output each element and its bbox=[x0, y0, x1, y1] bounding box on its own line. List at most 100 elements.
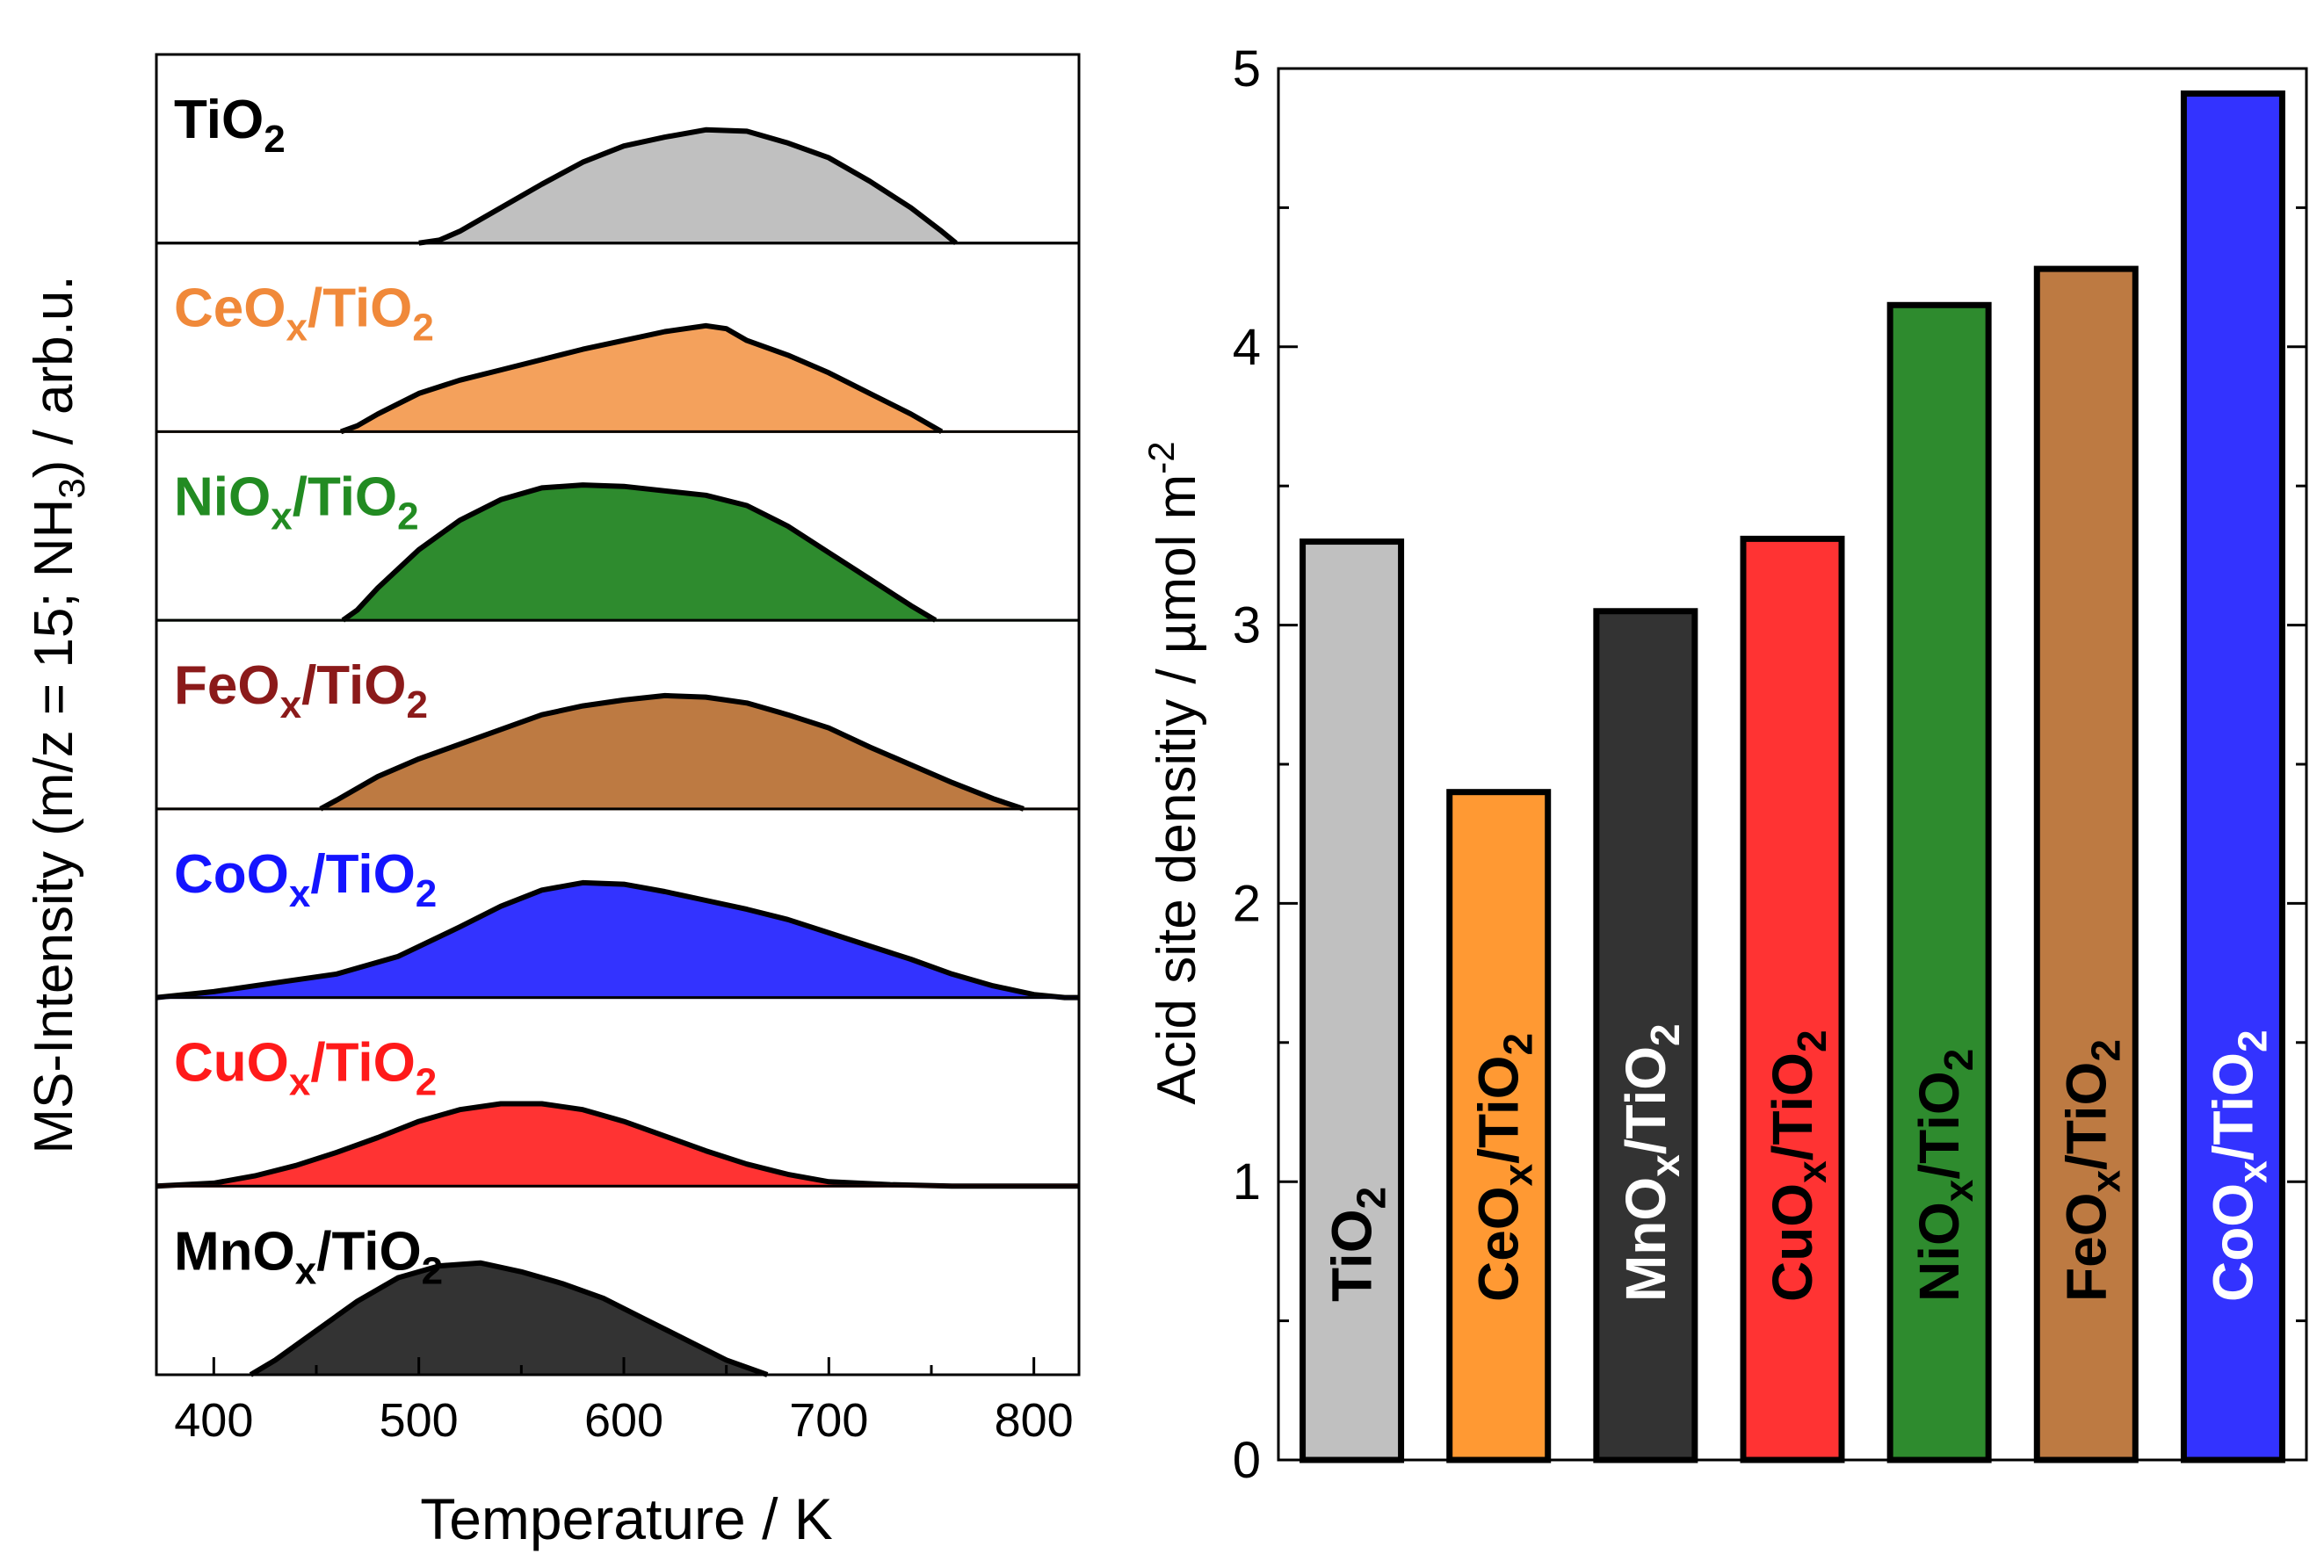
label-main: CuO bbox=[174, 1033, 289, 1094]
panel-label: NiOx/TiO2 bbox=[174, 466, 419, 538]
ylabel-part: ) / arb.u. bbox=[24, 275, 84, 478]
label-sub: x bbox=[289, 1061, 311, 1104]
label-end: 2 bbox=[422, 1249, 443, 1292]
bar-label-tail: /TiO bbox=[1467, 1056, 1531, 1164]
label-main: MnO bbox=[174, 1221, 295, 1282]
bar-label: TiO2 bbox=[1321, 1187, 1394, 1302]
bar-label-sub: x bbox=[1936, 1179, 1981, 1202]
label-tail: /TiO bbox=[310, 1033, 415, 1094]
y-tick-label: 3 bbox=[1233, 597, 1261, 654]
label-sub: x bbox=[280, 683, 302, 726]
label-main: CeO bbox=[174, 278, 286, 339]
label-tail: /TiO bbox=[316, 1221, 421, 1282]
bar-mnox-tio2 bbox=[1593, 608, 1698, 1463]
label-end: 2 bbox=[407, 683, 428, 726]
bar-niox-tio2 bbox=[1886, 301, 1992, 1463]
label-main: FeO bbox=[174, 655, 280, 716]
area-niox-tio2 bbox=[343, 485, 936, 621]
bar-label-sub: x bbox=[2229, 1160, 2275, 1183]
area-ceox-tio2 bbox=[341, 325, 942, 432]
area-tio2 bbox=[418, 129, 956, 243]
ylabel-part: MS-Intensity (m/z = 15; NH bbox=[24, 499, 84, 1154]
y-axis-label: Acid site densitiy / µmol m-2 bbox=[1140, 441, 1207, 1104]
bar-label-end: 2 bbox=[1789, 1030, 1835, 1052]
bar-tio2 bbox=[1300, 538, 1405, 1463]
bar-label: CoOx/TiO2 bbox=[2201, 1030, 2275, 1302]
bar-label-main: CeO bbox=[1467, 1186, 1531, 1302]
bar-label-end: 2 bbox=[1936, 1049, 1981, 1072]
curve-feox-tio2 bbox=[319, 692, 1024, 812]
label-main: TiO bbox=[174, 90, 264, 150]
bar-label: CuOx/TiO2 bbox=[1761, 1030, 1835, 1302]
label-sub: x bbox=[286, 307, 308, 350]
curve-coox-tio2 bbox=[156, 879, 1079, 1001]
acid-site-bar-chart: TiO2 CeOx/TiO2MnOx/TiO2CuOx/TiO2NiOx/TiO2… bbox=[1140, 40, 2308, 1489]
bar-label-main: FeO bbox=[2054, 1193, 2118, 1302]
bar-label-end: 2 bbox=[2229, 1030, 2275, 1052]
bar-cuox-tio2 bbox=[1740, 535, 1845, 1463]
bar-label: FeOx/TiO2 bbox=[2054, 1039, 2128, 1302]
y-tick-label: 2 bbox=[1233, 875, 1261, 932]
label-tail: /TiO bbox=[293, 466, 397, 527]
bar-label-main: CoO bbox=[2201, 1183, 2264, 1302]
bar-label-sub: x bbox=[1642, 1154, 1688, 1177]
bar-label-sub: 2 bbox=[1349, 1187, 1394, 1210]
label-end: 2 bbox=[397, 495, 418, 538]
bar-label-end: 2 bbox=[1642, 1023, 1688, 1046]
curve-ceox-tio2 bbox=[339, 322, 944, 435]
y-tick-label: 4 bbox=[1233, 319, 1261, 376]
bar-label-tail: /TiO bbox=[1761, 1052, 1824, 1160]
bar-label-tail: /TiO bbox=[2054, 1062, 2118, 1170]
y-axis-label: MS-Intensity (m/z = 15; NH3) / arb.u. bbox=[24, 275, 92, 1153]
bar-label-main: NiO bbox=[1908, 1202, 1971, 1302]
ylabel-main: Acid site densitiy / µmol m bbox=[1147, 474, 1207, 1105]
bar-label: CeOx/TiO2 bbox=[1467, 1033, 1541, 1302]
x-tick-label: 600 bbox=[584, 1394, 663, 1447]
bar-label-end: 2 bbox=[2082, 1039, 2128, 1062]
x-tick-label: 400 bbox=[174, 1394, 253, 1447]
panel-label: FeOx/TiO2 bbox=[174, 655, 428, 726]
label-sub: x bbox=[289, 872, 311, 915]
bar-feox-tio2 bbox=[2033, 265, 2139, 1463]
panel-label: CeOx/TiO2 bbox=[174, 278, 434, 350]
y-tick-label: 5 bbox=[1233, 40, 1261, 98]
x-tick-label: 500 bbox=[380, 1394, 459, 1447]
y-tick-label: 1 bbox=[1233, 1153, 1261, 1210]
panel-label: CoOx/TiO2 bbox=[174, 844, 437, 915]
label-sub: 2 bbox=[264, 118, 285, 161]
bar-label-tail: /TiO bbox=[1614, 1046, 1677, 1154]
label-end: 2 bbox=[416, 872, 437, 915]
curve-mnox-tio2 bbox=[249, 1260, 769, 1377]
ylabel-sup: -2 bbox=[1140, 441, 1182, 473]
label-tail: /TiO bbox=[301, 655, 406, 716]
label-main: NiO bbox=[174, 466, 271, 527]
bar-label-main: TiO bbox=[1321, 1210, 1384, 1303]
bar-label-tail: /TiO bbox=[2201, 1052, 2264, 1160]
tpd-stacked-area-chart: TiO2CeOx/TiO2NiOx/TiO2FeOx/TiO2CoOx/TiO2… bbox=[24, 53, 1081, 1551]
bar-label-sub: x bbox=[1789, 1160, 1835, 1183]
area-feox-tio2 bbox=[320, 695, 1024, 809]
curve-tio2 bbox=[418, 126, 958, 246]
bar-label: MnOx/TiO2 bbox=[1614, 1023, 1688, 1302]
curve-niox-tio2 bbox=[341, 482, 938, 623]
bar-coox-tio2 bbox=[2180, 90, 2285, 1463]
x-tick-label: 700 bbox=[789, 1394, 868, 1447]
ylabel-sub: 3 bbox=[51, 478, 92, 498]
label-end: 2 bbox=[412, 307, 433, 350]
bar-label-tail: /TiO bbox=[1908, 1071, 1971, 1179]
label-sub: x bbox=[295, 1249, 317, 1292]
y-tick-label: 0 bbox=[1233, 1432, 1261, 1489]
panel-label: CuOx/TiO2 bbox=[174, 1033, 437, 1104]
area-coox-tio2 bbox=[156, 882, 1079, 998]
bar-label-main: CuO bbox=[1761, 1183, 1824, 1302]
bar-label-end: 2 bbox=[1495, 1033, 1541, 1056]
bar-label-sub: x bbox=[1495, 1163, 1541, 1186]
area-cuox-tio2 bbox=[156, 1103, 1079, 1187]
bar-label: NiOx/TiO2 bbox=[1908, 1049, 1981, 1302]
plot-frame bbox=[155, 53, 1081, 1377]
label-tail: /TiO bbox=[310, 844, 415, 905]
x-tick-label: 800 bbox=[995, 1394, 1074, 1447]
label-tail: /TiO bbox=[308, 278, 412, 339]
bar-label-main: MnO bbox=[1614, 1177, 1677, 1302]
